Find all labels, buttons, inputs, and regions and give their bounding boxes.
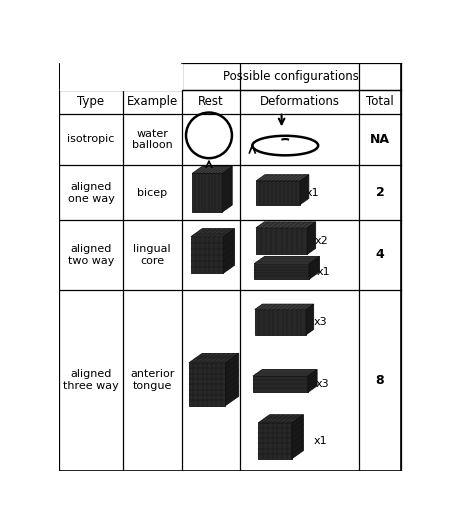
- Polygon shape: [255, 309, 306, 335]
- Polygon shape: [254, 257, 320, 264]
- Text: Example: Example: [126, 95, 178, 108]
- Text: aligned
one way: aligned one way: [67, 182, 114, 204]
- Polygon shape: [222, 166, 232, 212]
- Text: Deformations: Deformations: [260, 95, 339, 108]
- Polygon shape: [189, 363, 226, 406]
- Text: Type: Type: [77, 95, 105, 108]
- Polygon shape: [309, 257, 320, 279]
- Polygon shape: [192, 174, 222, 212]
- Polygon shape: [223, 229, 235, 273]
- Text: NA: NA: [370, 133, 390, 146]
- Text: x1: x1: [306, 188, 320, 198]
- Polygon shape: [255, 304, 314, 309]
- Polygon shape: [256, 228, 307, 254]
- Text: Total: Total: [366, 95, 394, 108]
- Text: anterior
tongue: anterior tongue: [130, 369, 175, 391]
- Polygon shape: [307, 222, 316, 254]
- Text: x3: x3: [316, 379, 329, 389]
- Text: lingual
core: lingual core: [134, 244, 171, 266]
- Polygon shape: [253, 376, 308, 393]
- Polygon shape: [253, 370, 317, 376]
- Polygon shape: [258, 415, 303, 423]
- Polygon shape: [256, 175, 309, 181]
- Text: bicep: bicep: [137, 188, 168, 198]
- Text: 4: 4: [376, 249, 384, 261]
- Text: x1: x1: [314, 436, 328, 446]
- Polygon shape: [258, 423, 292, 459]
- Polygon shape: [191, 236, 223, 273]
- Text: aligned
three way: aligned three way: [63, 369, 119, 391]
- Polygon shape: [292, 415, 303, 459]
- Text: water
balloon: water balloon: [132, 129, 173, 150]
- Text: x2: x2: [314, 236, 328, 246]
- Polygon shape: [308, 370, 317, 393]
- Polygon shape: [300, 175, 309, 205]
- Text: Rest: Rest: [198, 95, 224, 108]
- Polygon shape: [192, 166, 232, 174]
- Polygon shape: [191, 229, 235, 236]
- Polygon shape: [254, 264, 309, 279]
- Text: 2: 2: [376, 186, 384, 199]
- Polygon shape: [256, 181, 300, 205]
- Polygon shape: [189, 353, 239, 363]
- Text: aligned
two way: aligned two way: [68, 244, 114, 266]
- Bar: [60, 64, 180, 89]
- Text: x1: x1: [317, 267, 330, 277]
- Polygon shape: [306, 304, 314, 335]
- Text: Possible configurations: Possible configurations: [223, 70, 359, 84]
- Text: isotropic: isotropic: [67, 134, 115, 144]
- Polygon shape: [256, 222, 316, 228]
- Text: 8: 8: [376, 373, 384, 387]
- Polygon shape: [226, 353, 239, 406]
- Text: x3: x3: [314, 317, 328, 327]
